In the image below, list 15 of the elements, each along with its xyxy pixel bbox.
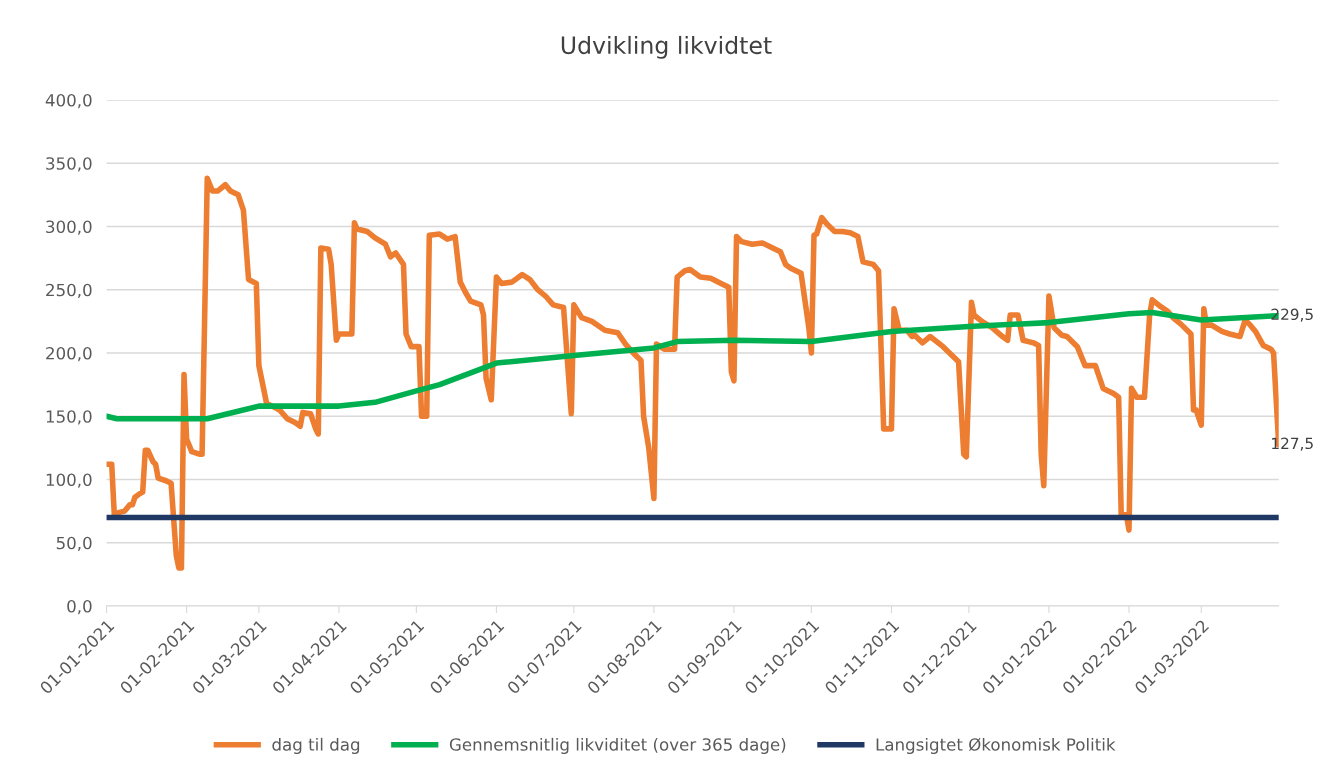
y-tick-label: 250,0 [46,283,92,298]
legend-label: Langsigtet Økonomisk Politik [876,737,1116,755]
legend-label: Gennemsnitlig likviditet (over 365 dage) [449,737,786,755]
y-tick-label: 300,0 [46,220,92,235]
y-tick-label: 150,0 [46,410,92,425]
y-tick-label: 50,0 [56,536,92,551]
chart-title: Udvikling likvidtet [561,35,772,59]
y-tick-label: 400,0 [45,93,92,109]
annotation: 229,5 [1271,308,1313,322]
legend-label: dag til dag [272,737,360,755]
y-tick-label: 200,0 [46,346,92,362]
y-tick-label: 100,0 [46,473,92,488]
annotation: 127,5 [1272,437,1313,451]
y-tick-label: 350,0 [46,157,92,172]
y-tick-label: 0,0 [67,599,92,615]
